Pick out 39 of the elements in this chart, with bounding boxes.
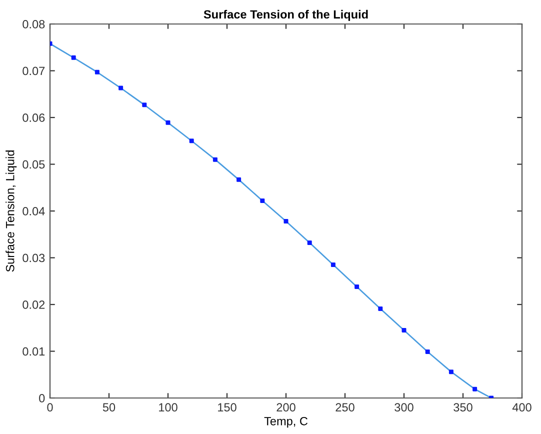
point (260, 198, 265, 203)
x-tick-label: 250 (336, 403, 354, 412)
point (354, 284, 360, 289)
point (448, 370, 454, 374)
y-tick-label: 0.03 (22, 254, 45, 262)
chart-title: Surface Tension of the Liquid (204, 10, 368, 21)
x-tick-label: 350 (454, 403, 472, 412)
y-tick-label: 0.08 (22, 20, 45, 28)
y-tick-label: 0.06 (22, 114, 45, 122)
x-tick-label: 150 (218, 403, 236, 412)
point (425, 349, 430, 354)
point (94, 70, 100, 74)
point (118, 86, 124, 90)
point (307, 240, 312, 246)
point (236, 177, 242, 182)
x-tick-label: 50 (102, 403, 116, 412)
point (472, 386, 478, 392)
point (71, 55, 76, 60)
x-axis-title: Temp, C (264, 416, 308, 428)
point (330, 262, 336, 268)
y-tick-label: 0.02 (22, 300, 45, 309)
point (378, 306, 383, 311)
point (189, 138, 194, 144)
point (212, 157, 218, 162)
x-tick-label: 100 (159, 403, 178, 412)
point (402, 328, 406, 332)
x-tick-label: 200 (276, 403, 296, 412)
point (166, 120, 170, 125)
y-tick-label: 0.04 (22, 207, 45, 216)
point (142, 102, 147, 108)
y-tick-label: 0.05 (22, 160, 45, 169)
x-tick-label: 400 (512, 403, 532, 412)
x-tick-label: 0 (47, 403, 53, 412)
point (284, 219, 288, 224)
x-tick-label: 300 (394, 403, 414, 412)
y-tick-label: 0 (39, 394, 45, 402)
y-tick-label: 0.07 (22, 66, 45, 76)
y-axis-title: Surface Tension, Liquid (6, 150, 17, 272)
y-tick-label: 0.01 (22, 347, 45, 356)
